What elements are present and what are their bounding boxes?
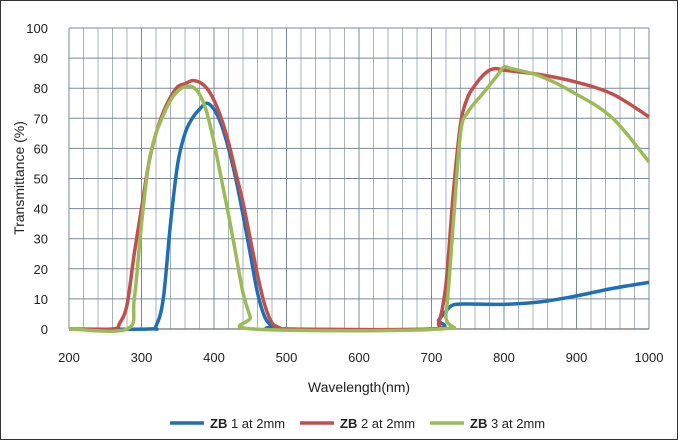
legend-entry: ZB 3 at 2mm	[470, 416, 545, 431]
x-tick-label: 700	[421, 350, 443, 365]
y-tick-label: 0	[41, 322, 48, 337]
x-tick-label: 300	[131, 350, 153, 365]
y-tick-label: 50	[34, 172, 48, 187]
x-tick-label: 900	[566, 350, 588, 365]
y-tick-label: 20	[34, 262, 48, 277]
series-line-3-at-2mm	[68, 64, 651, 333]
y-tick-label: 100	[26, 21, 48, 36]
x-tick-label: 400	[203, 350, 225, 365]
x-tick-label: 600	[348, 350, 370, 365]
y-tick-label: 10	[34, 292, 48, 307]
legend-entry: ZB 2 at 2mm	[340, 416, 415, 431]
legend-entry: ZB 1 at 2mm	[210, 416, 285, 431]
y-tick-label: 30	[34, 232, 48, 247]
series-lines	[68, 64, 651, 333]
legend: ZB 1 at 2mm ZB 2 at 2mm ZB 3 at 2mm	[170, 416, 545, 431]
grid	[68, 27, 650, 330]
x-tick-label: 500	[276, 350, 298, 365]
x-tick-label: 200	[58, 350, 80, 365]
y-axis-label: Transmittance (%)	[11, 121, 27, 235]
y-tick-label: 80	[34, 81, 48, 96]
x-tick-label: 1000	[635, 350, 664, 365]
tick-labels: 200 300 400 500 600 700 800 900 1000 0 10 20 30 40 50 6…	[26, 21, 663, 365]
y-tick-label: 70	[34, 111, 48, 126]
x-axis-label: Wavelength(nm)	[308, 379, 410, 395]
series-line-1-at-2mm	[68, 101, 650, 332]
y-tick-label: 90	[34, 51, 48, 66]
y-tick-label: 40	[34, 202, 48, 217]
y-tick-label: 60	[34, 141, 48, 156]
x-tick-label: 800	[493, 350, 515, 365]
